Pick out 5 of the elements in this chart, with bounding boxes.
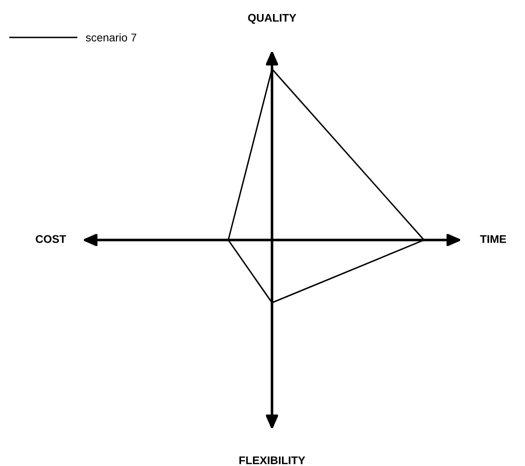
spoke-label: COST xyxy=(36,235,66,243)
spoke-label: FLEXIBILITY xyxy=(239,456,306,464)
text: scenario 7 xyxy=(86,33,136,42)
spoke-label: QUALITY xyxy=(248,14,296,24)
spoke-label: TIME xyxy=(480,235,506,243)
